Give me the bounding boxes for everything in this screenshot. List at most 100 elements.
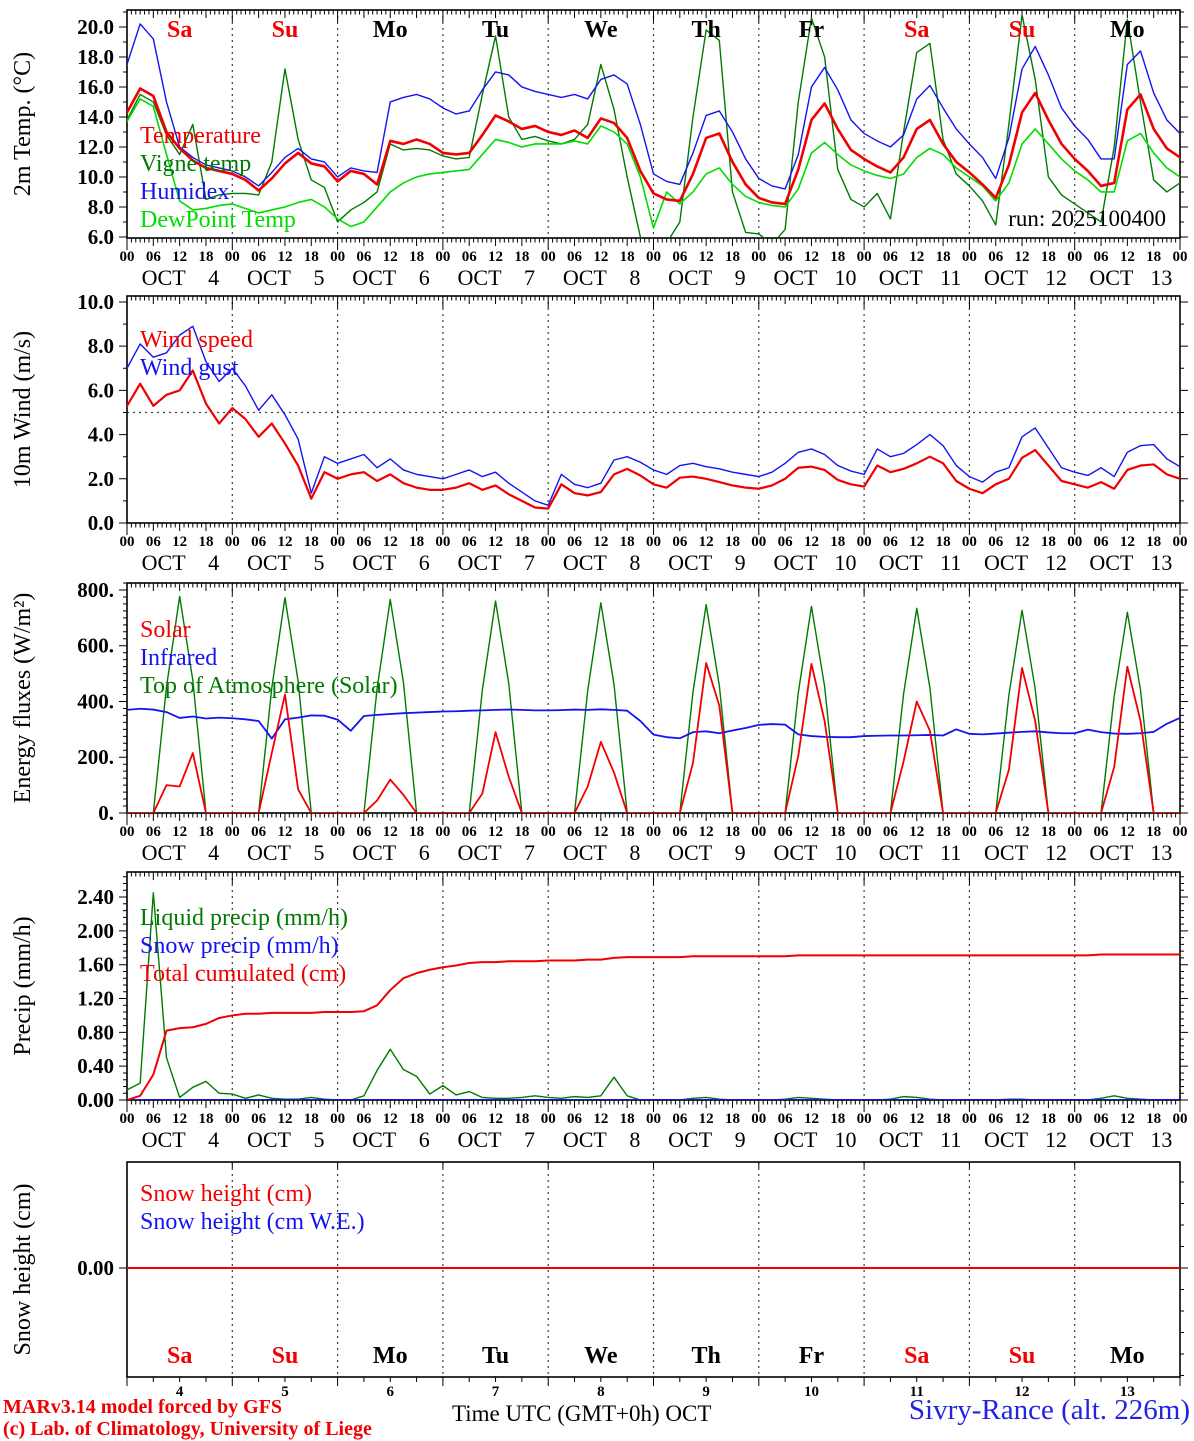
series-vigne-temp [127, 14, 1180, 238]
day-number-label: 13 [1150, 840, 1172, 865]
hour-label: 06 [356, 824, 372, 840]
footer-lab-credit: (c) Lab. of Climatology, University of L… [3, 1418, 372, 1440]
day-number-label: 10 [834, 550, 856, 575]
hour-label: 12 [172, 824, 187, 840]
hour-label: 06 [567, 249, 583, 265]
day-number-label: 5 [313, 265, 324, 290]
hour-label: 12 [383, 1111, 398, 1127]
hour-label: 06 [778, 534, 794, 550]
hour-label: 18 [1041, 1111, 1056, 1127]
y-tick-label: 2.0 [88, 467, 114, 491]
month-label: OCT [1089, 840, 1134, 865]
hour-label: 12 [383, 249, 398, 265]
hour-label: 06 [251, 1111, 267, 1127]
hour-label: 12 [277, 534, 292, 550]
hour-label: 12 [699, 249, 714, 265]
hour-label: 00 [751, 824, 766, 840]
month-label: OCT [247, 550, 292, 575]
hour-label: 00 [1067, 824, 1082, 840]
month-label: OCT [352, 1127, 397, 1152]
x-axis-labels-temp: 00 06 12 18 00 06 12 18 00 06 12 18 00 06 12 18 00 06 12 18… [120, 249, 1188, 290]
y-tick-label: 18.0 [77, 45, 114, 69]
hour-label: 06 [672, 534, 688, 550]
hour-label: 00 [435, 824, 450, 840]
hour-label: 06 [988, 534, 1004, 550]
month-label: OCT [563, 1127, 608, 1152]
y-tick-label: 400. [77, 689, 114, 713]
hour-label: 06 [1094, 534, 1110, 550]
hour-label: 00 [225, 824, 240, 840]
month-label: OCT [1089, 265, 1134, 290]
series-total-cumulated [127, 953, 1180, 1100]
hour-label: 00 [1067, 249, 1082, 265]
month-label: OCT [984, 1127, 1029, 1152]
day-gridlines [231, 872, 1076, 1100]
hour-label: 00 [857, 824, 872, 840]
hour-label: 00 [646, 824, 661, 840]
series-humidex [127, 23, 1180, 190]
y-axis-title-temp: 2m Temp. (°C) [10, 52, 36, 196]
hour-label: 12 [488, 824, 503, 840]
hour-label: 12 [909, 1111, 924, 1127]
hour-label: 12 [1120, 534, 1135, 550]
hour-label: 06 [146, 534, 162, 550]
y-tick-label: 2.00 [77, 919, 114, 943]
legend-temp-1: Vigne temp [140, 151, 251, 177]
month-label: OCT [879, 550, 924, 575]
hour-label: 00 [225, 1111, 240, 1127]
hour-label: 00 [646, 534, 661, 550]
panel-precip: 2.40 2.00 1.60 1.20 0.80 0.40 0.00 Liquid preci… [10, 871, 1188, 1112]
x-axis-labels-precip: 00 06 12 18 00 06 12 18 00 06 12 18 00 06 12 18 00 06 12 18… [120, 1111, 1188, 1152]
series-group [127, 892, 1180, 1100]
hour-label: 12 [909, 824, 924, 840]
hour-label: 00 [541, 824, 556, 840]
hour-label: 18 [620, 1111, 635, 1127]
day-number-label: 4 [208, 840, 219, 865]
series-group [127, 14, 1180, 238]
day-number-label: 11 [940, 265, 961, 290]
day-number-label: 13 [1150, 550, 1172, 575]
hour-label: 18 [620, 249, 635, 265]
hour-label: 06 [883, 534, 899, 550]
y-tick-label: 0.40 [77, 1054, 114, 1078]
hour-label: 00 [120, 249, 135, 265]
hour-label: 18 [304, 1111, 319, 1127]
hour-label: 12 [277, 249, 292, 265]
day-number-label: 10 [834, 265, 856, 290]
month-label: OCT [1089, 1127, 1134, 1152]
hour-label: 06 [567, 824, 583, 840]
hour-label: 18 [1041, 824, 1056, 840]
day-number-label: 8 [629, 550, 640, 575]
hour-label: 06 [462, 534, 478, 550]
series-dewpoint-temp [127, 98, 1180, 229]
hour-label: 12 [593, 824, 608, 840]
month-label: OCT [142, 1127, 187, 1152]
legend-temp-0: Temperature [140, 123, 261, 149]
hour-label: 18 [409, 249, 424, 265]
footer-model-credit: MARv3.14 model forced by GFS [3, 1396, 283, 1418]
legend-wind-0: Wind speed [140, 327, 253, 353]
month-label: OCT [563, 265, 608, 290]
day-number-label: 13 [1150, 1127, 1172, 1152]
hour-label: 06 [672, 1111, 688, 1127]
month-label: OCT [458, 550, 503, 575]
day-number: 7 [492, 1384, 500, 1400]
hour-label: 00 [120, 534, 135, 550]
hour-label: 12 [699, 1111, 714, 1127]
hour-label: 00 [225, 249, 240, 265]
y-tick-label: 0.00 [77, 1088, 114, 1112]
hour-label: 18 [830, 824, 845, 840]
hour-label: 00 [1173, 824, 1188, 840]
hour-label: 18 [936, 534, 951, 550]
month-label: OCT [142, 550, 187, 575]
hour-label: 06 [1094, 1111, 1110, 1127]
hour-label: 12 [488, 534, 503, 550]
hour-label: 00 [1067, 534, 1082, 550]
series-infrared [127, 707, 1180, 740]
y-tick-label: 20.0 [77, 15, 114, 39]
day-number-label: 7 [524, 550, 535, 575]
value-ticks [119, 301, 1188, 524]
day-gridlines [231, 10, 1076, 238]
